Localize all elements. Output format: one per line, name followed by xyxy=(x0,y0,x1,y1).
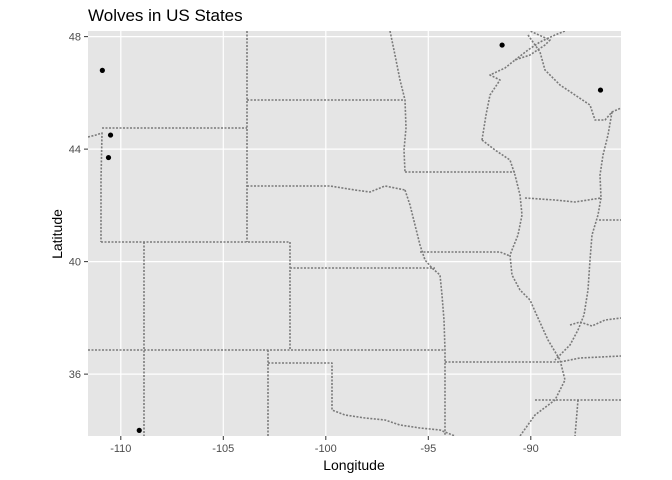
y-axis-title: Latitude xyxy=(49,209,65,259)
wolf-point xyxy=(499,42,505,48)
state-border xyxy=(527,34,621,121)
wolf-point xyxy=(107,132,114,138)
state-border xyxy=(569,317,621,327)
state-border xyxy=(445,355,621,363)
x-tick-label: -95 xyxy=(420,443,436,455)
y-tick-label: 40 xyxy=(69,257,81,269)
x-axis-title: Longitude xyxy=(323,457,385,473)
axes: -110 -105 -100 -95 -90 36 40 44 48 xyxy=(69,32,539,455)
wolf-point xyxy=(105,154,112,161)
y-tick-label: 36 xyxy=(69,369,81,381)
x-tick-label: -100 xyxy=(315,443,337,455)
grid-lines xyxy=(88,31,621,436)
y-tick-label: 44 xyxy=(69,144,81,156)
x-tick-label: -105 xyxy=(212,443,234,455)
state-border xyxy=(389,31,407,173)
y-tick-label: 48 xyxy=(69,32,81,44)
wolf-point xyxy=(136,427,142,433)
plot-background xyxy=(88,31,621,436)
state-border xyxy=(88,132,103,242)
x-tick-label: -110 xyxy=(110,443,131,455)
state-border xyxy=(481,31,551,141)
wolf-point xyxy=(597,87,604,93)
chart-title: Wolves in US States xyxy=(88,6,243,25)
state-border xyxy=(268,362,456,436)
state-border xyxy=(524,197,602,203)
wolf-point xyxy=(99,67,105,73)
state-border xyxy=(574,399,579,436)
state-border xyxy=(481,139,566,436)
wolf-points xyxy=(99,42,604,433)
state-border xyxy=(599,111,613,199)
state-borders xyxy=(88,31,621,436)
state-border xyxy=(514,31,566,61)
state-border xyxy=(404,189,446,436)
x-tick-label: -90 xyxy=(523,443,539,455)
state-border xyxy=(247,185,406,193)
